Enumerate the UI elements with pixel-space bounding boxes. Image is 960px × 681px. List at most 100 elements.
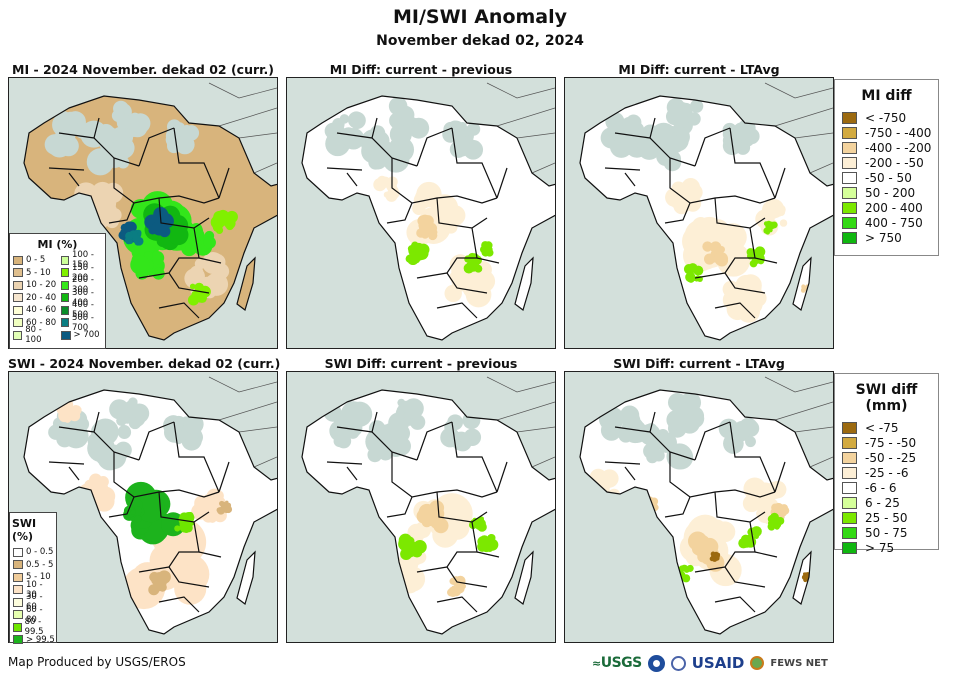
legend-item: 5 - 10 <box>10 571 56 584</box>
country-border <box>476 257 500 264</box>
data-patch <box>465 281 492 308</box>
madagascar-landmass <box>515 552 533 604</box>
legend-item: 5 - 10 <box>10 267 58 280</box>
legend-swatch <box>842 526 857 539</box>
data-patch <box>47 133 72 158</box>
legend-item: 10 - 20 <box>10 279 58 292</box>
legend-swatch <box>842 541 857 554</box>
country-border <box>336 132 418 167</box>
legend-label: 25 - 50 <box>865 510 908 525</box>
data-patch <box>668 445 694 470</box>
legend-label: -6 - 6 <box>865 480 897 495</box>
legend-swatch <box>13 597 23 607</box>
data-patch <box>596 487 600 490</box>
data-patch <box>418 509 431 522</box>
legend-swatch <box>842 186 857 199</box>
country-border <box>451 127 498 199</box>
map-panel-swi-diff-prev[interactable] <box>286 371 556 643</box>
outside-border <box>253 162 277 174</box>
data-patch <box>368 154 384 170</box>
map-panel-mi-current[interactable] <box>8 77 278 349</box>
legend-item: 50 - 200 <box>835 185 938 200</box>
legend-swatch <box>842 436 857 449</box>
page-title: MI/SWI Anomaly <box>392 6 568 28</box>
legend-item: -6 - 6 <box>835 480 938 495</box>
map-panel-mi-diff-prev[interactable] <box>286 77 556 349</box>
data-patch <box>179 516 192 529</box>
country-border <box>436 302 478 319</box>
map-panel-swi-diff-lta[interactable] <box>564 371 834 643</box>
data-patch <box>592 489 596 493</box>
legend-swatch <box>60 318 69 328</box>
data-patch <box>462 411 481 430</box>
fews-net-logo: FEWS NET <box>770 657 828 669</box>
data-patch <box>174 525 181 532</box>
madagascar-landmass <box>237 258 255 310</box>
data-patch <box>157 578 164 585</box>
legend-item: 80 - 99.5 <box>10 617 56 637</box>
legend-item: -400 - -200 <box>835 140 938 155</box>
data-patch <box>183 414 204 435</box>
data-patch <box>663 153 682 172</box>
map-panel-mi-diff-lta[interactable] <box>564 77 834 349</box>
country-border <box>774 167 786 199</box>
data-patch <box>413 544 422 552</box>
country-border <box>416 272 448 279</box>
country-border <box>446 272 488 294</box>
legend-swatch <box>60 293 69 303</box>
legend-item: < -750 <box>835 110 938 125</box>
data-patch <box>116 402 134 420</box>
country-border <box>93 117 100 139</box>
data-patch <box>396 406 405 414</box>
data-patch <box>385 189 398 202</box>
legend-swi: SWI (%) 0 - 0.5 0.5 - 5 5 - 10 10 - 30 30 - … <box>9 512 57 645</box>
legend-swi-diff-title: SWI diff (mm) <box>855 382 918 414</box>
country-border <box>649 411 656 433</box>
country-border <box>138 566 170 573</box>
legend-swatch <box>842 111 857 124</box>
country-border <box>649 117 656 139</box>
country-border <box>714 491 766 523</box>
country-border <box>68 466 80 481</box>
usda-seal-icon <box>670 655 686 671</box>
legend-item: 20 - 40 <box>10 292 58 305</box>
data-patch <box>427 230 438 241</box>
legend-swatch <box>13 610 23 620</box>
data-patch <box>594 489 599 495</box>
country-border <box>436 596 478 613</box>
data-patch <box>687 531 708 551</box>
data-patch <box>188 268 205 285</box>
data-patch <box>460 435 469 444</box>
legend-mi-title: MI (%) <box>37 238 78 251</box>
country-border <box>173 127 220 199</box>
legend-swatch <box>60 280 69 290</box>
data-patch <box>711 554 714 558</box>
outside-border <box>516 132 555 139</box>
data-patch <box>589 490 595 496</box>
data-patch <box>596 486 600 491</box>
data-patch <box>776 517 782 523</box>
data-patch <box>672 394 694 416</box>
country-border <box>158 491 210 523</box>
legend-item: 50 - 75 <box>835 525 938 540</box>
data-patch <box>646 502 652 509</box>
country-border <box>729 127 776 199</box>
data-patch <box>348 111 366 129</box>
country-border <box>326 167 363 171</box>
legend-item: 60 - 80 <box>10 605 56 625</box>
outside-border <box>774 107 833 127</box>
legend-label: -200 - -50 <box>865 155 924 170</box>
country-border <box>604 461 641 465</box>
usaid-logo: USAID <box>691 654 745 672</box>
legend-swatch <box>842 421 857 434</box>
legend-label: 300 - 400 <box>71 287 94 308</box>
data-patch <box>742 494 761 513</box>
legend-item: 25 - 50 <box>835 510 938 525</box>
data-patch <box>625 114 642 131</box>
data-patch <box>202 252 225 274</box>
country-border <box>724 272 766 294</box>
data-patch <box>108 140 130 162</box>
data-patch <box>593 486 599 492</box>
legend-label: > 700 <box>73 330 100 341</box>
legend-label: -25 - -6 <box>865 465 909 480</box>
